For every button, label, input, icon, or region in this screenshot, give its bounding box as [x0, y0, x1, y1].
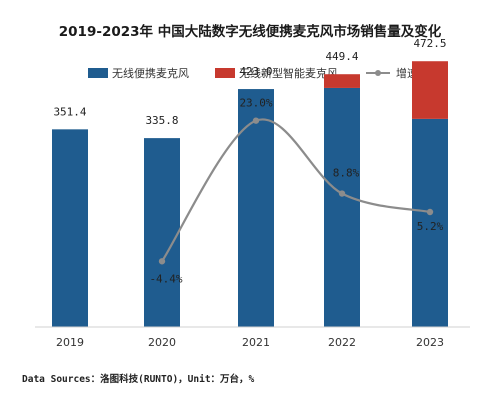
total-label: 449.4 [325, 50, 358, 63]
bar-smart-mic-2022 [324, 74, 360, 88]
growth-point-2020 [158, 258, 166, 265]
growth-point-2021 [252, 117, 260, 124]
legend-label-wireless-mic: 无线便携麦克风 [112, 66, 189, 80]
growth-point-2023 [426, 208, 434, 216]
bar-wireless-mic-2019 [52, 129, 88, 327]
x-tick-label: 2019 [56, 336, 84, 349]
x-tick-label: 2020 [148, 336, 176, 349]
legend-swatch-smart-mic [215, 68, 235, 78]
total-labels-group: 351.4 335.8 423.0 449.4 472.5 [53, 37, 446, 127]
x-ticks-group: 2019 2020 2021 2022 2023 [56, 336, 444, 349]
x-tick-label: 2023 [416, 336, 444, 349]
growth-line-group: -4.4% 23.0% 8.8% 5.2% [149, 97, 443, 286]
growth-label: 8.8% [333, 167, 360, 180]
legend-swatch-wireless-mic [88, 68, 108, 78]
legend-marker-growth [375, 70, 381, 76]
growth-label: 23.0% [239, 97, 272, 110]
growth-label: -4.4% [149, 272, 182, 285]
growth-point-2022 [338, 190, 346, 197]
bar-wireless-mic-2020 [144, 138, 180, 327]
legend: 无线便携麦克风 无线新型智能麦克风 增速 [88, 66, 418, 80]
total-label: 472.5 [413, 37, 446, 50]
bar-wireless-mic-2023 [412, 118, 448, 327]
bar-smart-mic-2023 [412, 61, 448, 119]
data-source: Data Sources：洛图科技(RUNTO)，Unit：万台，% [22, 373, 255, 385]
total-label: 423.0 [239, 65, 272, 78]
total-label: 351.4 [53, 105, 86, 118]
bars-group [52, 61, 448, 327]
growth-label: 5.2% [417, 220, 444, 233]
chart-title: 2019-2023年 中国大陆数字无线便携麦克风市场销售量及变化 [59, 23, 442, 40]
bar-wireless-mic-2021 [238, 89, 274, 327]
x-tick-label: 2022 [328, 336, 356, 349]
growth-line [161, 118, 431, 262]
legend-label-smart-mic: 无线新型智能麦克风 [239, 66, 338, 80]
bar-wireless-mic-2022 [324, 87, 360, 327]
total-label: 335.8 [145, 114, 178, 127]
x-tick-label: 2021 [242, 336, 270, 349]
